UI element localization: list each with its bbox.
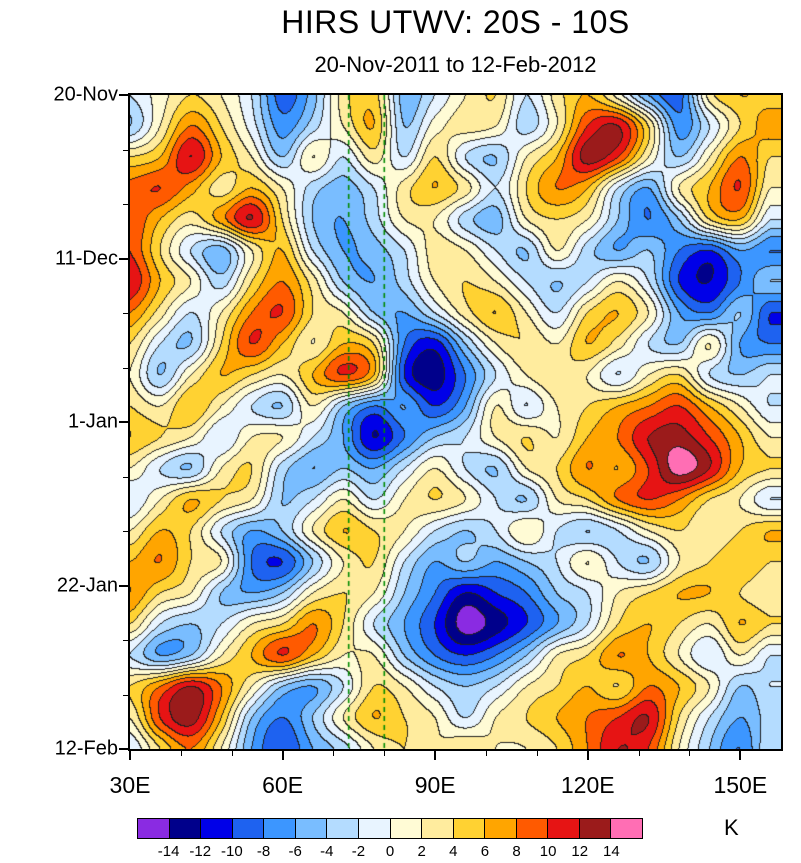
colorbar-cell: [137, 818, 170, 839]
y-minor-tick: [123, 640, 128, 641]
y-minor-tick: [123, 367, 128, 369]
colorbar-cell: [452, 818, 486, 839]
colorbar-cell: [578, 818, 612, 839]
colorbar-cell: [357, 818, 391, 839]
y-minor-tick: [123, 204, 128, 205]
colorbar: [137, 818, 643, 839]
colorbar-tick-label: -10: [221, 843, 243, 860]
colorbar-tick-label: -8: [256, 843, 271, 860]
x-major-tick: [739, 751, 742, 760]
x-minor-tick: [180, 751, 182, 756]
y-tick-label: 20-Nov: [53, 83, 118, 106]
y-minor-tick: [123, 694, 128, 696]
colorbar-tick-label: 10: [539, 843, 557, 860]
colorbar-cell: [326, 818, 359, 839]
x-major-tick: [129, 751, 131, 760]
x-minor-tick: [486, 751, 488, 756]
y-major-tick: [119, 584, 128, 587]
colorbar-tick-label: 12: [571, 843, 589, 860]
y-major-tick: [119, 94, 128, 96]
colorbar-cell: [421, 818, 454, 839]
y-tick-label: 22-Jan: [56, 574, 118, 596]
x-tick-label: 120E: [560, 772, 615, 798]
x-tick-label: 60E: [262, 772, 304, 798]
colorbar-cell: [200, 818, 233, 839]
colorbar-tick-label: -12: [189, 843, 212, 860]
contour-plot-canvas: [130, 95, 781, 749]
colorbar-unit-label: K: [724, 815, 739, 840]
y-major-tick: [119, 748, 128, 750]
colorbar-tick-label: -6: [288, 843, 302, 860]
colorbar-cell: [168, 818, 202, 839]
y-major-tick: [119, 257, 128, 260]
colorbar-tick-label: -14: [157, 843, 180, 860]
x-minor-tick: [536, 751, 538, 756]
colorbar-tick-label: 6: [480, 843, 490, 860]
colorbar-tick-label: 8: [512, 843, 521, 860]
x-major-tick: [586, 751, 589, 760]
x-tick-label: 90E: [414, 772, 456, 798]
plot-frame: [128, 93, 783, 751]
colorbar-cell: [231, 818, 265, 839]
y-minor-tick: [123, 476, 128, 478]
colorbar-cell: [610, 818, 643, 839]
y-minor-tick: [123, 531, 128, 532]
y-minor-tick: [123, 313, 128, 314]
x-tick-label: 150E: [713, 772, 768, 798]
colorbar-tick-label: 4: [449, 843, 458, 860]
colorbar-cell: [294, 818, 328, 839]
x-major-tick: [434, 751, 437, 760]
y-tick-label: 12-Feb: [54, 737, 118, 760]
y-major-tick: [119, 421, 128, 423]
colorbar-cell: [263, 818, 296, 839]
y-minor-tick: [123, 149, 128, 151]
colorbar-cell: [484, 818, 517, 839]
y-tick-label: 1-Jan: [67, 410, 118, 433]
colorbar-tick-label: -2: [351, 843, 366, 860]
x-tick-label: 30E: [109, 772, 151, 798]
colorbar-tick-label: -4: [320, 843, 334, 860]
x-minor-tick: [231, 751, 233, 756]
x-minor-tick: [384, 751, 386, 756]
x-major-tick: [281, 751, 284, 760]
colorbar-cell: [389, 818, 423, 839]
x-minor-tick: [638, 751, 640, 756]
x-minor-tick: [689, 751, 691, 756]
colorbar-cell: [515, 818, 549, 839]
x-minor-tick: [333, 751, 335, 756]
colorbar-tick-label: 0: [385, 843, 395, 860]
y-tick-label: 11-Dec: [55, 247, 118, 269]
chart-subtitle: 20-Nov-2011 to 12-Feb-2012: [314, 52, 597, 77]
colorbar-tick-label: 2: [417, 843, 426, 860]
colorbar-cell: [547, 818, 580, 839]
chart-title: HIRS UTWV: 20S - 10S: [281, 4, 630, 40]
colorbar-tick-label: 14: [603, 843, 620, 860]
